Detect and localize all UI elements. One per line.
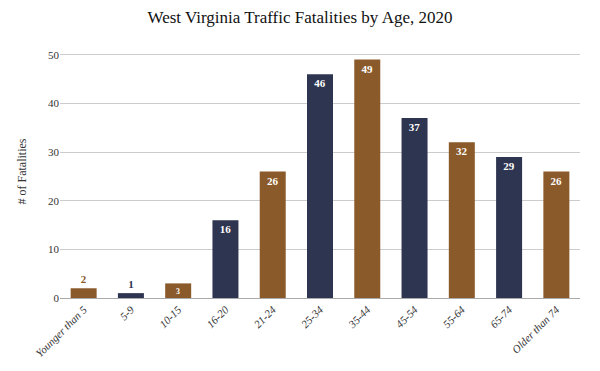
svg-text:West Virginia Traffic Fataliti: West Virginia Traffic Fatalities by Age,… <box>147 8 452 27</box>
svg-text:50: 50 <box>48 49 60 61</box>
svg-text:2: 2 <box>81 273 87 285</box>
svg-text:65-74: 65-74 <box>488 303 515 330</box>
svg-text:30: 30 <box>48 146 60 158</box>
svg-text:32: 32 <box>456 145 468 157</box>
svg-text:55-64: 55-64 <box>440 303 467 330</box>
svg-text:35-44: 35-44 <box>345 303 373 331</box>
svg-text:16: 16 <box>220 223 232 235</box>
svg-text:1: 1 <box>128 278 134 290</box>
svg-text:Older than 74: Older than 74 <box>510 303 562 355</box>
svg-text:# of Fatalities: # of Fatalities <box>15 138 29 204</box>
svg-text:16-20: 16-20 <box>204 303 231 330</box>
svg-text:3: 3 <box>176 287 180 296</box>
svg-text:26: 26 <box>551 175 563 187</box>
svg-text:10: 10 <box>48 243 60 255</box>
svg-text:5-9: 5-9 <box>117 303 136 322</box>
svg-text:45-54: 45-54 <box>393 303 420 330</box>
svg-text:46: 46 <box>314 77 326 89</box>
svg-text:40: 40 <box>48 97 60 109</box>
svg-text:Younger than 5: Younger than 5 <box>33 303 89 359</box>
svg-text:10-15: 10-15 <box>157 303 184 330</box>
svg-text:20: 20 <box>48 195 60 207</box>
svg-text:21-24: 21-24 <box>251 303 278 330</box>
svg-text:49: 49 <box>362 63 374 75</box>
svg-text:25-34: 25-34 <box>299 303 326 330</box>
svg-text:37: 37 <box>409 121 421 133</box>
svg-text:29: 29 <box>503 160 514 172</box>
svg-text:26: 26 <box>267 175 279 187</box>
svg-text:0: 0 <box>54 292 60 304</box>
